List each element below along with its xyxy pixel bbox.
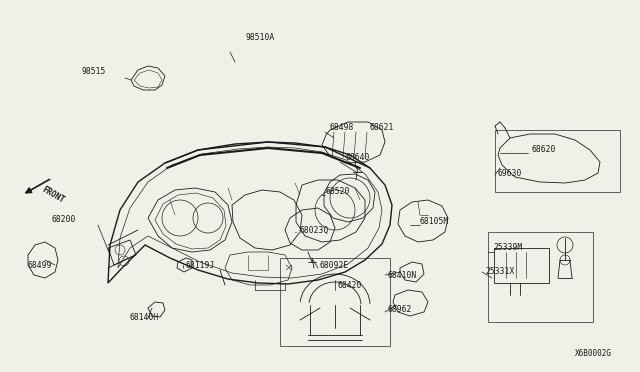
Bar [494,248,549,283]
Text: 68023Q: 68023Q [300,225,329,234]
Text: 25331X: 25331X [485,267,515,276]
Text: 68092E: 68092E [320,262,349,270]
Text: 68140H: 68140H [130,314,159,323]
Text: 98510A: 98510A [245,33,275,42]
Text: FRONT: FRONT [40,185,66,205]
Text: 68640: 68640 [345,154,369,163]
Text: 68520: 68520 [325,187,349,196]
Text: 68498: 68498 [330,124,355,132]
Text: 68420: 68420 [338,280,362,289]
Bar [488,232,593,322]
Text: 68119J: 68119J [185,262,214,270]
Text: 68200: 68200 [52,215,76,224]
Text: 68499: 68499 [28,260,52,269]
Text: 98515: 98515 [82,67,106,77]
Text: 68962: 68962 [388,305,412,314]
Bar [495,130,620,192]
Text: 68410N: 68410N [388,270,417,279]
Bar [280,258,390,346]
Text: 69630: 69630 [498,169,522,177]
Text: 68621: 68621 [370,124,394,132]
Text: X6B0002G: X6B0002G [575,349,612,358]
Text: 68105M: 68105M [420,218,449,227]
Text: 25339M: 25339M [493,244,522,253]
Text: 68620: 68620 [532,145,556,154]
